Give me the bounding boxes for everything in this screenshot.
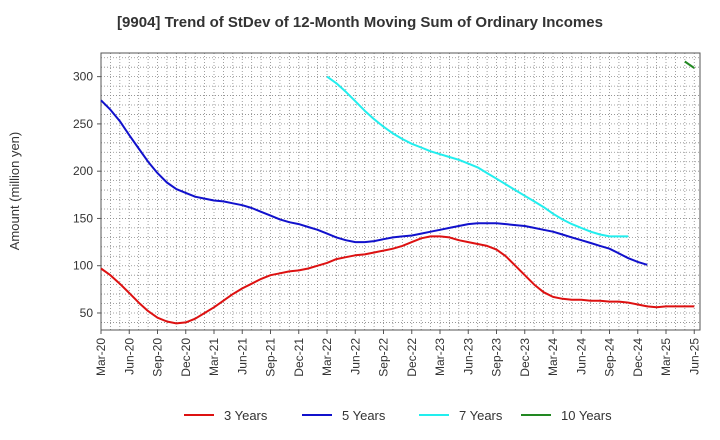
series-line-5-years	[100, 99, 648, 266]
x-tick-label: Dec-24	[631, 338, 645, 377]
y-tick-label: 200	[73, 164, 93, 178]
x-tick-label: Dec-20	[179, 338, 193, 377]
chart-title: [9904] Trend of StDev of 12-Month Moving…	[117, 14, 603, 31]
y-axis: 50 100 150 200 250 300	[73, 70, 101, 320]
series-line-10-years	[684, 60, 695, 69]
x-tick-label: Mar-22	[320, 338, 334, 376]
x-tick-label: Dec-22	[405, 338, 419, 377]
y-axis-label: Amount (million yen)	[7, 132, 22, 251]
x-tick-label: Mar-21	[207, 338, 221, 376]
legend-label: 3 Years	[224, 408, 268, 423]
series-lines	[100, 60, 695, 325]
series-line-3-years	[100, 235, 695, 325]
legend: 3 Years 5 Years 7 Years 10 Years	[184, 408, 612, 423]
x-tick-label: Mar-24	[546, 338, 560, 376]
legend-label: 10 Years	[561, 408, 612, 423]
plot-frame	[100, 52, 701, 331]
x-tick-label: Sep-22	[377, 338, 391, 377]
y-tick-label: 150	[73, 211, 93, 225]
legend-label: 7 Years	[459, 408, 503, 423]
x-tick-label: Mar-23	[433, 338, 447, 376]
x-tick-label: Sep-20	[151, 338, 165, 377]
x-tick-label: Sep-24	[603, 338, 617, 377]
y-tick-label: 300	[73, 70, 93, 84]
x-tick-label: Jun-24	[574, 338, 588, 375]
x-tick-label: Mar-20	[94, 338, 108, 376]
x-tick-label: Mar-25	[659, 338, 673, 376]
x-tick-label: Sep-23	[490, 338, 504, 377]
x-tick-label: Sep-21	[264, 338, 278, 377]
x-tick-label: Dec-23	[518, 338, 532, 377]
x-tick-label: Jun-25	[687, 338, 701, 375]
x-tick-label: Jun-22	[348, 338, 362, 375]
x-tick-label: Dec-21	[292, 338, 306, 377]
x-tick-label: Jun-23	[461, 338, 475, 375]
x-axis: Mar-20 Jun-20 Sep-20 Dec-20 Mar-21 Jun-21 Sep-…	[94, 330, 701, 377]
x-tick-label: Jun-21	[235, 338, 249, 375]
x-tick-label: Jun-20	[122, 338, 136, 375]
series-line-7-years	[326, 75, 629, 238]
y-tick-label: 50	[80, 306, 94, 320]
y-tick-label: 100	[73, 259, 93, 273]
grid	[100, 53, 700, 330]
y-tick-label: 250	[73, 117, 93, 131]
legend-label: 5 Years	[342, 408, 386, 423]
